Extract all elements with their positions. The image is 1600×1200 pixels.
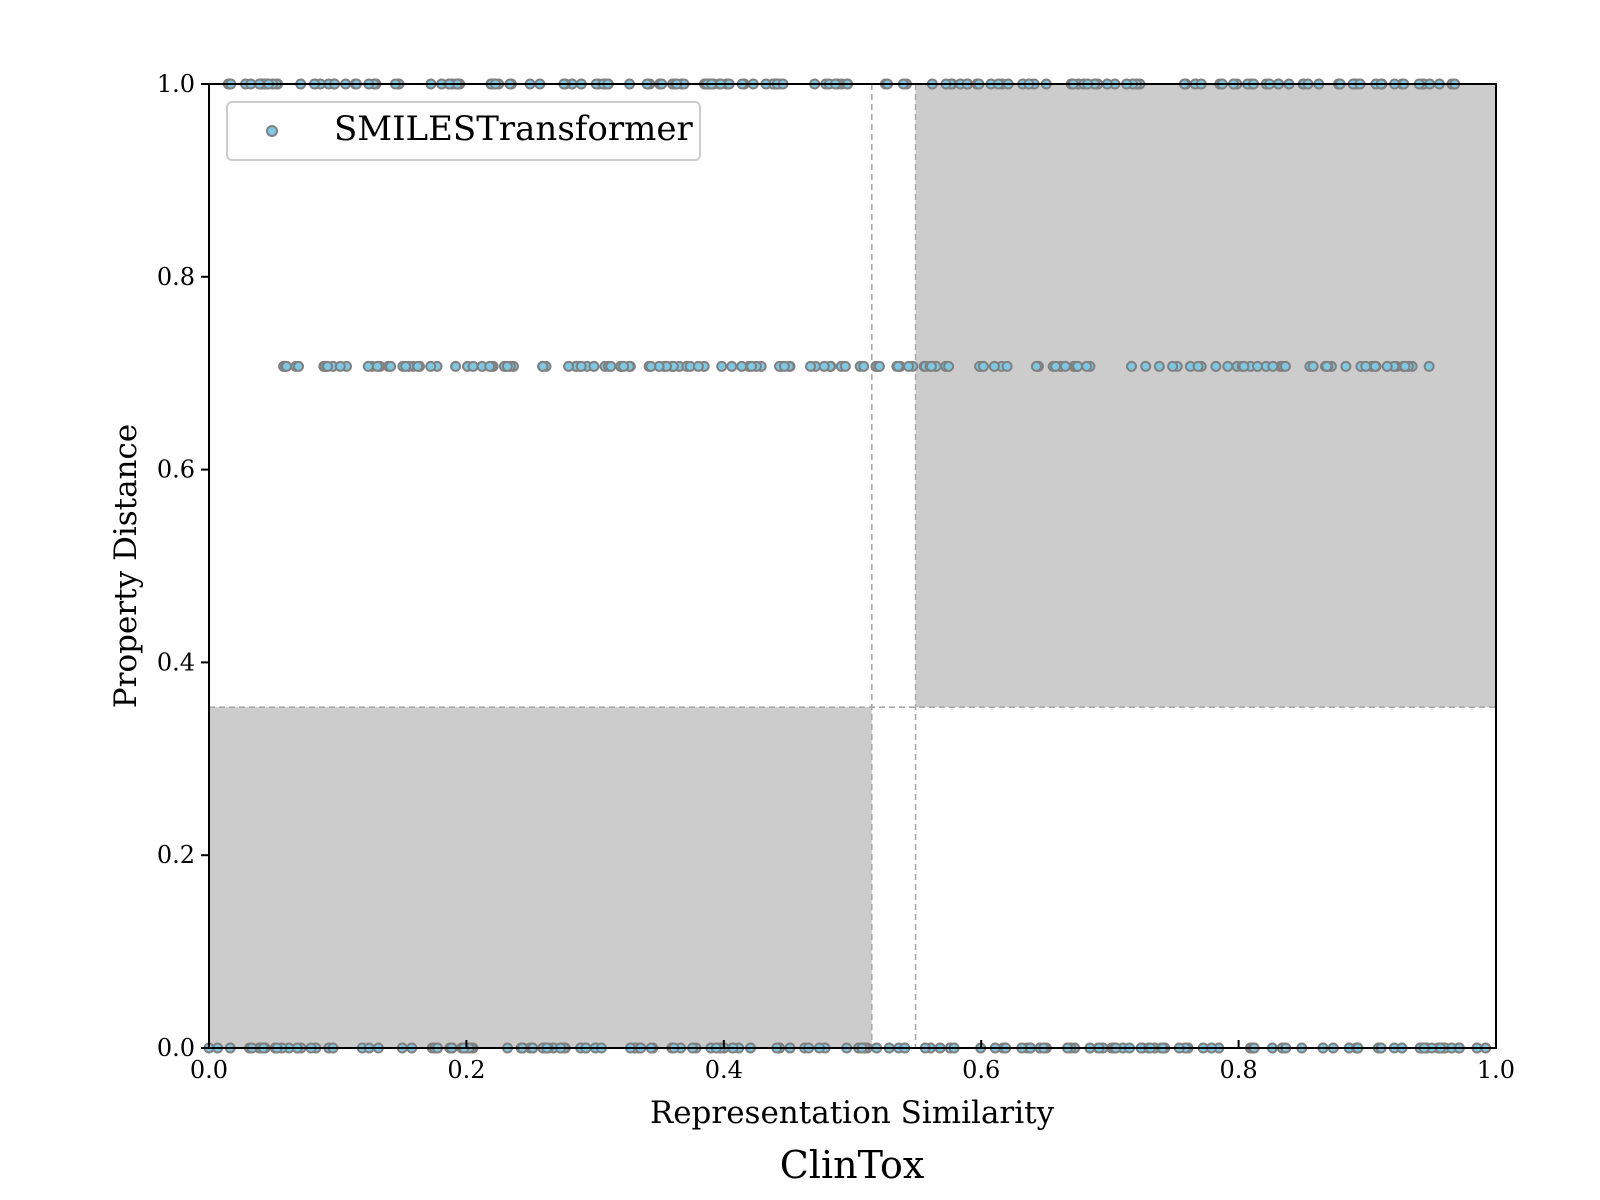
plot-frame [208, 83, 1497, 1049]
data-point [1126, 360, 1137, 372]
data-point [1381, 360, 1393, 372]
x-tick-label: 0.4 [705, 1056, 743, 1084]
x-tick-label: 0.0 [190, 1056, 228, 1084]
data-point [1321, 360, 1333, 372]
data-point [1399, 360, 1411, 372]
data-point [726, 360, 738, 372]
data-point [1423, 360, 1435, 372]
data-point [839, 360, 851, 372]
data-point [425, 360, 437, 372]
data-point [645, 360, 657, 372]
data-point [362, 360, 374, 372]
legend-box [226, 101, 701, 161]
data-point [1267, 360, 1279, 372]
data-point [977, 360, 989, 372]
y-tick-label: 0.0 [157, 1034, 195, 1062]
data-point [736, 360, 748, 372]
y-axis-label: Property Distance [108, 424, 144, 708]
data-point [334, 360, 346, 372]
legend: SMILESTransformer [226, 101, 701, 161]
y-tick-label: 1.0 [157, 70, 195, 98]
data-point [873, 360, 885, 372]
data-point [575, 360, 587, 372]
data-point [467, 360, 479, 372]
data-point [371, 360, 383, 372]
data-point [450, 360, 462, 372]
data-point [805, 360, 816, 372]
x-tick-label: 0.6 [962, 1056, 1000, 1084]
shaded-regions [209, 84, 1496, 1048]
data-point [1238, 360, 1250, 372]
data-point [746, 360, 758, 372]
legend-marker [266, 125, 278, 137]
y-tick-label: 0.8 [157, 263, 195, 291]
data-point [563, 360, 575, 372]
data-point [501, 360, 513, 372]
data-point [605, 360, 617, 372]
data-point [1081, 360, 1093, 372]
data-point [1001, 360, 1013, 372]
data-point [903, 360, 915, 372]
data-point [293, 360, 304, 372]
shaded-region-2 [915, 84, 1496, 708]
data-point [716, 360, 728, 372]
data-point [1059, 360, 1071, 372]
data-point [412, 360, 424, 372]
data-point [537, 360, 549, 372]
shaded-region-1 [209, 707, 872, 1048]
data-point [385, 360, 397, 372]
data-point [818, 360, 830, 372]
data-point [943, 360, 955, 372]
data-point [892, 360, 904, 372]
y-tick-label: 0.2 [157, 841, 195, 869]
data-point [322, 360, 333, 372]
data-point [1222, 360, 1234, 372]
data-point [400, 360, 412, 372]
data-point [588, 360, 600, 372]
data-point [988, 360, 1000, 372]
data-point [1252, 360, 1263, 372]
chart-caption: ClinTox [780, 1143, 925, 1187]
data-point [1050, 360, 1062, 372]
y-tick-label: 0.4 [157, 648, 195, 676]
data-point [778, 360, 790, 372]
y-tick-label: 0.6 [157, 456, 195, 484]
data-point [281, 360, 293, 372]
data-point [1307, 360, 1319, 372]
data-point [925, 360, 937, 372]
data-point [1360, 360, 1372, 372]
x-axis-label: Representation Similarity [650, 1095, 1055, 1131]
x-tick-label: 0.2 [447, 1056, 485, 1084]
axis-ticks: 0.0 0.2 0.4 0.6 0.8 1.0 0.0 0.2 0.4 0.6 0.8 1.0 [157, 70, 1515, 1084]
threshold-lines [209, 84, 1496, 1048]
data-point [484, 360, 496, 372]
x-tick-label: 1.0 [1477, 1056, 1515, 1084]
data-point [1153, 360, 1165, 372]
data-point [1279, 360, 1291, 372]
data-point [1072, 360, 1084, 372]
data-point [1210, 360, 1222, 372]
x-tick-label: 0.8 [1220, 1056, 1258, 1084]
data-point [692, 360, 704, 372]
data-point [1140, 360, 1152, 372]
data-point [1192, 360, 1204, 372]
data-point [1340, 360, 1352, 372]
data-point [858, 360, 870, 372]
legend-label: SMILESTransformer [334, 109, 693, 149]
data-point [1167, 360, 1179, 372]
data-point [618, 360, 630, 372]
data-point [1030, 360, 1042, 372]
data-point [1369, 360, 1381, 372]
